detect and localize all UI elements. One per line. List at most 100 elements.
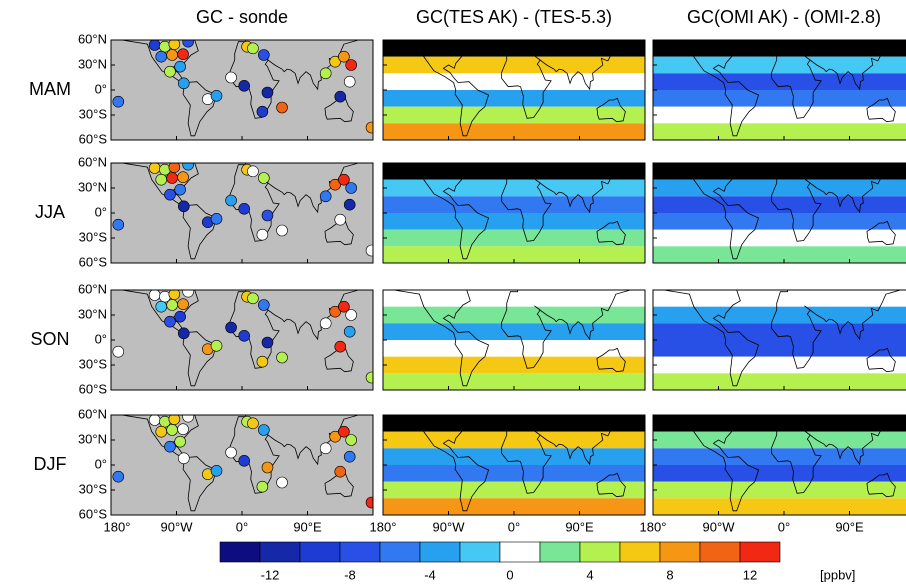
lon-tick-label: 90°E	[835, 519, 864, 534]
coastline	[866, 97, 896, 123]
panel-content	[383, 163, 645, 263]
sonde-site	[247, 417, 259, 430]
sonde-site	[261, 336, 274, 349]
coastline	[501, 415, 631, 494]
sonde-site	[210, 340, 223, 352]
lat-tick-label: 60°N	[78, 31, 107, 46]
colorbar-segment	[219, 541, 261, 563]
sonde-site	[247, 165, 259, 178]
coastline	[866, 220, 896, 246]
colorbar-segment	[579, 541, 621, 563]
sonde-site	[338, 50, 350, 63]
sonde-site	[166, 299, 178, 311]
field-band	[383, 163, 645, 180]
sonde-site	[334, 465, 347, 478]
lat-tick-label: 30°S	[79, 481, 108, 496]
sonde-site	[210, 465, 223, 477]
colorbar-segment	[459, 541, 501, 563]
sonde-site	[155, 50, 168, 63]
map-panel	[382, 162, 646, 264]
field-band	[383, 196, 645, 213]
panel-content	[111, 163, 373, 263]
sonde-site	[177, 452, 190, 465]
colorbar-segment	[619, 541, 661, 563]
sonde-site	[225, 446, 237, 459]
lat-tick-label: 0°	[95, 81, 107, 96]
field-band	[383, 106, 645, 124]
sonde-site	[155, 300, 168, 313]
sonde-site	[247, 292, 259, 305]
map-panel	[652, 289, 906, 391]
field-band	[653, 123, 906, 140]
coastline	[771, 40, 901, 119]
sonde-site	[334, 340, 347, 353]
sonde-site	[365, 244, 373, 257]
field-band	[383, 448, 645, 465]
field-band	[383, 431, 645, 449]
field-band	[653, 73, 906, 90]
field-band	[383, 229, 645, 247]
row-label: MAM	[29, 79, 71, 99]
sonde-site	[164, 65, 176, 78]
lat-tick-label: 30°N	[78, 179, 107, 194]
field-band	[653, 373, 906, 390]
sonde-site	[258, 49, 270, 61]
sonde-site	[365, 121, 373, 134]
sonde-site	[338, 300, 350, 313]
coastline	[771, 290, 901, 369]
sonde-site	[177, 77, 190, 90]
colorbar-tick-label: 4	[586, 567, 593, 582]
lon-tick-label: 90°W	[161, 519, 194, 534]
lon-tick-label: 0°	[236, 519, 248, 534]
column-title: GC(TES AK) - (TES-5.3)	[416, 7, 612, 27]
panel-content	[653, 290, 906, 390]
sonde-site	[261, 461, 274, 474]
sonde-site	[148, 415, 161, 426]
sonde-site	[319, 67, 332, 80]
lat-tick-label: 0°	[95, 456, 107, 471]
sonde-site	[166, 172, 178, 184]
coastline	[771, 415, 901, 494]
coastline	[771, 163, 901, 242]
colorbar-segment	[379, 541, 421, 563]
map-panel	[382, 414, 646, 516]
map-panel	[382, 39, 646, 141]
sonde-site	[365, 496, 373, 509]
lat-tick-label: 0°	[95, 204, 107, 219]
sonde-site	[166, 49, 178, 61]
lat-tick-label: 60°S	[79, 254, 108, 269]
row-label: SON	[30, 329, 69, 349]
sonde-site	[343, 75, 356, 88]
field-band	[383, 306, 645, 324]
lat-tick-label: 30°S	[79, 356, 108, 371]
sonde-site	[182, 290, 194, 298]
field-band	[653, 306, 906, 324]
sonde-site	[276, 351, 288, 364]
sonde-site	[319, 442, 332, 455]
field-band	[653, 163, 906, 180]
sonde-site	[256, 355, 269, 368]
column-title: GC(OMI AK) - (OMI-2.8)	[687, 7, 881, 27]
sonde-site	[164, 188, 176, 201]
field-band	[653, 40, 906, 57]
sonde-site	[112, 218, 125, 231]
field-band	[383, 373, 645, 390]
sonde-site	[174, 310, 186, 323]
lat-tick-label: 0°	[95, 331, 107, 346]
coastline	[501, 40, 631, 119]
lon-tick-label: 90°W	[703, 519, 736, 534]
coastline	[393, 290, 490, 387]
sonde-site	[343, 450, 356, 463]
field-band	[383, 340, 645, 357]
sonde-site	[329, 430, 341, 443]
map-panel	[382, 289, 646, 391]
sonde-site	[276, 101, 288, 114]
field-band	[383, 123, 645, 140]
field-band	[653, 356, 906, 374]
sonde-site	[261, 209, 274, 222]
sonde-site	[177, 298, 189, 310]
row-label: DJF	[34, 454, 67, 474]
field-band	[653, 246, 906, 263]
sonde-site	[345, 434, 357, 446]
